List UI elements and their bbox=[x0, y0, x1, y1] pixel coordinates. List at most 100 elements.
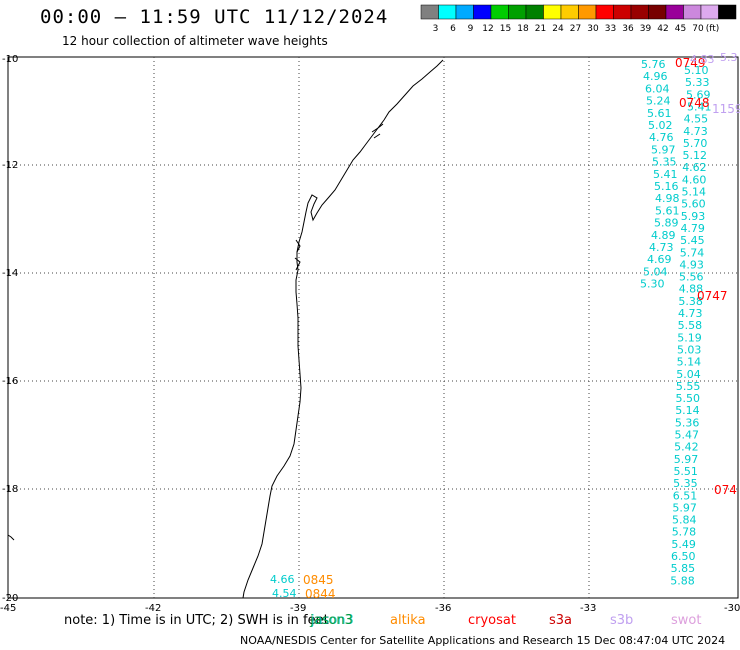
swh-label: 5.14 bbox=[675, 404, 700, 417]
legend-cryosat: cryosat bbox=[468, 613, 516, 628]
lat-label: -10 bbox=[2, 54, 18, 65]
swh-label: 5.14 bbox=[677, 356, 702, 369]
swh-label: 4.62 bbox=[682, 161, 707, 174]
swh-label: 5.74 bbox=[680, 246, 705, 259]
swh-label: 5.93 bbox=[681, 210, 706, 223]
page-title: 00:00 – 11:59 UTC 11/12/2024 bbox=[40, 6, 389, 28]
swh-label: 4.73 bbox=[678, 307, 703, 320]
lat-label: -20 bbox=[2, 593, 18, 604]
scale-swatch bbox=[648, 4, 667, 20]
scale-swatch bbox=[455, 4, 474, 20]
swh-label: 5.41 bbox=[687, 100, 712, 113]
jason3-track-a: 5.764.966.045.245.615.024.765.975.355.41… bbox=[640, 58, 680, 291]
swh-label: 4.83 bbox=[690, 53, 715, 66]
page-subtitle: 12 hour collection of altimeter wave hei… bbox=[62, 34, 328, 48]
swh-label: 5.04 bbox=[676, 368, 701, 381]
lon-label: -30 bbox=[724, 603, 740, 614]
scale-label: 39 bbox=[640, 24, 652, 34]
time-label: 1159 bbox=[712, 102, 740, 116]
scale-label: 33 bbox=[605, 24, 616, 34]
swh-label: 5.04 bbox=[643, 265, 668, 278]
swh-label: 5.19 bbox=[677, 331, 702, 344]
scale-swatch bbox=[700, 4, 719, 20]
graticule bbox=[8, 57, 738, 598]
scale-label: 21 bbox=[535, 24, 546, 34]
swh-label: 5.16 bbox=[654, 180, 679, 193]
swh-label: 5.88 bbox=[670, 574, 695, 587]
scale-swatch bbox=[543, 4, 562, 20]
swh-label: 6.50 bbox=[671, 550, 696, 563]
swh-label: 5.47 bbox=[675, 429, 700, 442]
swh-label: 5.12 bbox=[683, 149, 708, 162]
swh-label: 5.97 bbox=[674, 453, 699, 466]
scale-label: 45 bbox=[675, 24, 686, 34]
swh-label: 4.93 bbox=[679, 258, 704, 271]
swh-label: 5.78 bbox=[672, 526, 697, 539]
scale-swatch bbox=[490, 4, 509, 20]
swh-label: 4.88 bbox=[679, 283, 704, 296]
scale-label: 24 bbox=[552, 24, 564, 34]
lon-label: -45 bbox=[0, 603, 16, 614]
swh-label: 5.60 bbox=[681, 198, 706, 211]
note-text: note: 1) Time is in UTC; 2) SWH is in fe… bbox=[64, 613, 329, 628]
scale-label: 36 bbox=[622, 24, 634, 34]
lat-label: -12 bbox=[2, 160, 18, 171]
time-label: 074 bbox=[714, 483, 737, 497]
swh-label: 6.04 bbox=[645, 82, 670, 95]
jason3-track-b: 5.105.335.695.414.554.735.705.124.624.60… bbox=[670, 64, 711, 587]
swh-label: 4.60 bbox=[682, 173, 707, 186]
swh-label: 4.66 bbox=[270, 573, 295, 586]
swh-label: 5.24 bbox=[646, 95, 671, 108]
scale-label: 18 bbox=[517, 24, 529, 34]
scale-label: 42 bbox=[657, 24, 668, 34]
legend-s3b: s3b bbox=[610, 613, 634, 628]
time-label: 0845 bbox=[303, 573, 334, 587]
swh-label: 5.33 bbox=[685, 76, 710, 89]
swh-label: 5.97 bbox=[651, 143, 676, 156]
swh-label: 5.38 bbox=[678, 295, 703, 308]
legend-s3a: s3a bbox=[549, 613, 573, 628]
scale-label: 70 bbox=[692, 24, 704, 34]
swh-label: 5.69 bbox=[686, 88, 711, 101]
scale-swatch bbox=[613, 4, 632, 20]
lon-label: -33 bbox=[580, 603, 596, 614]
scale-label: 9 bbox=[468, 24, 474, 34]
swh-label: 5.03 bbox=[677, 343, 702, 356]
legend-swot: swot bbox=[671, 613, 702, 628]
scale-label: 15 bbox=[500, 24, 511, 34]
footer-credit: NOAA/NESDIS Center for Satellite Applica… bbox=[240, 634, 726, 647]
swh-label: 4.98 bbox=[655, 192, 680, 205]
scale-swatch bbox=[420, 4, 439, 20]
scale-label: 30 bbox=[587, 24, 599, 34]
swh-label: 6.51 bbox=[673, 489, 698, 502]
color-scale-legend: 3 6 9 12 15 18 21 24 27 30 33 36 39 42 45 70 (ft) bbox=[420, 4, 737, 34]
scale-label: 3 bbox=[433, 24, 439, 34]
swh-label: 5.41 bbox=[653, 168, 678, 181]
swh-label: 5.84 bbox=[672, 514, 697, 527]
swh-label: 4.79 bbox=[680, 222, 705, 235]
swh-label: 5.55 bbox=[676, 380, 701, 393]
swh-label: 5.42 bbox=[674, 441, 699, 454]
scale-swatch bbox=[630, 4, 649, 20]
swh-label: 5.97 bbox=[672, 501, 697, 514]
lon-label: -36 bbox=[435, 603, 451, 614]
swh-label: 4.55 bbox=[684, 113, 709, 126]
coastline bbox=[242, 59, 444, 599]
swh-label: 5.70 bbox=[683, 137, 708, 150]
swh-label: 4.96 bbox=[643, 70, 668, 83]
scale-swatch bbox=[595, 4, 614, 20]
swh-label: 5.76 bbox=[641, 58, 666, 71]
swh-label: 5.58 bbox=[678, 319, 703, 332]
swh-label: 5.30 bbox=[640, 278, 665, 291]
scale-swatch bbox=[473, 4, 492, 20]
time-label: 0844 bbox=[305, 587, 336, 601]
legend-overlap: jason3 bbox=[310, 613, 353, 628]
legend-altika: altika bbox=[390, 613, 426, 628]
swh-label: 5.45 bbox=[680, 234, 705, 247]
coastline-bay-detail bbox=[371, 123, 384, 139]
scale-label: 6 bbox=[450, 24, 456, 34]
swh-label: 5.36 bbox=[675, 416, 700, 429]
swh-label: 5.50 bbox=[676, 392, 701, 405]
scale-label: 12 bbox=[482, 24, 493, 34]
